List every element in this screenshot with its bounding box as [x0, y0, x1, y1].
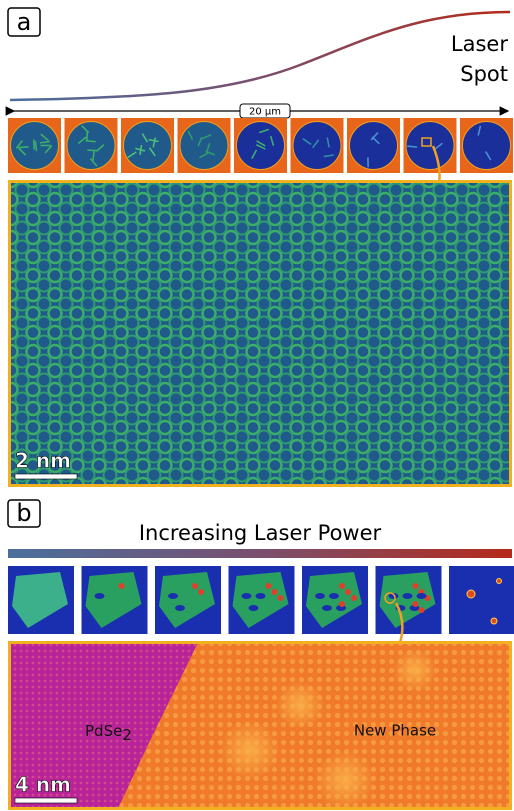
laser-spot — [180, 122, 228, 170]
hole — [168, 593, 178, 599]
new-phase-island — [278, 595, 284, 601]
laser-spot — [124, 122, 172, 170]
hole — [249, 605, 259, 611]
new-phase-island — [497, 579, 502, 584]
new-phase-island — [491, 618, 497, 624]
new-phase-island — [339, 601, 345, 607]
laser-spot — [67, 122, 115, 170]
laser-spot — [463, 122, 511, 170]
laser-profile — [10, 12, 510, 100]
page: {"panel_a": {"label": "a", "laser_spot":… — [0, 0, 514, 811]
scale-bar — [15, 474, 77, 479]
hole — [417, 593, 427, 599]
new-phase-island — [413, 583, 419, 589]
new-phase-island — [345, 589, 351, 595]
new-phase-island — [339, 583, 345, 589]
laser-spot — [293, 122, 341, 170]
new-phase-island — [119, 583, 125, 589]
panel-label: a — [17, 8, 32, 36]
thumbnail — [449, 566, 514, 634]
power-gradient — [8, 549, 512, 558]
hole — [403, 593, 413, 599]
panel-title: Increasing Laser Power — [139, 521, 382, 545]
flake-edge — [407, 146, 417, 147]
new-phase-island — [467, 590, 475, 598]
blob — [220, 720, 280, 780]
new-phase-island — [351, 595, 357, 601]
panel-label: b — [16, 499, 31, 527]
thumbnail-row — [8, 118, 513, 173]
scale-bar — [15, 798, 77, 803]
hole — [256, 593, 266, 599]
flake-edge — [19, 147, 29, 148]
new-phase-island — [272, 589, 278, 595]
laser-spot — [237, 122, 285, 170]
flake-edge — [87, 131, 88, 141]
blob — [393, 648, 437, 692]
laser-spot — [350, 122, 398, 170]
flake-edge — [35, 141, 36, 151]
new-phase-island — [266, 583, 272, 589]
laser-spot-label: Spot — [460, 62, 508, 86]
hole — [175, 605, 185, 611]
thumbnail-row — [8, 566, 514, 634]
hole — [315, 593, 325, 599]
blob — [276, 681, 324, 729]
hole — [95, 593, 105, 599]
new-phase-island — [419, 607, 425, 613]
new-phase-island — [198, 589, 204, 595]
scale-bar-label: 2 nm — [15, 449, 71, 473]
hole — [242, 593, 252, 599]
laser-spot-label: Laser — [451, 32, 508, 56]
region-label: New Phase — [354, 722, 436, 740]
hole — [322, 605, 332, 611]
hole — [329, 593, 339, 599]
region-text: PdSe — [85, 722, 122, 740]
stem-image — [10, 182, 511, 486]
new-phase-island — [413, 601, 419, 607]
region-subscript: 2 — [122, 726, 132, 744]
new-phase-island — [192, 583, 198, 589]
blob — [315, 750, 375, 810]
width-label: 20 μm — [249, 107, 281, 118]
figure: a Laser Spot 20 μm 2 nm b Increasing Las… — [0, 0, 514, 811]
scale-bar-label: 4 nm — [15, 773, 71, 797]
